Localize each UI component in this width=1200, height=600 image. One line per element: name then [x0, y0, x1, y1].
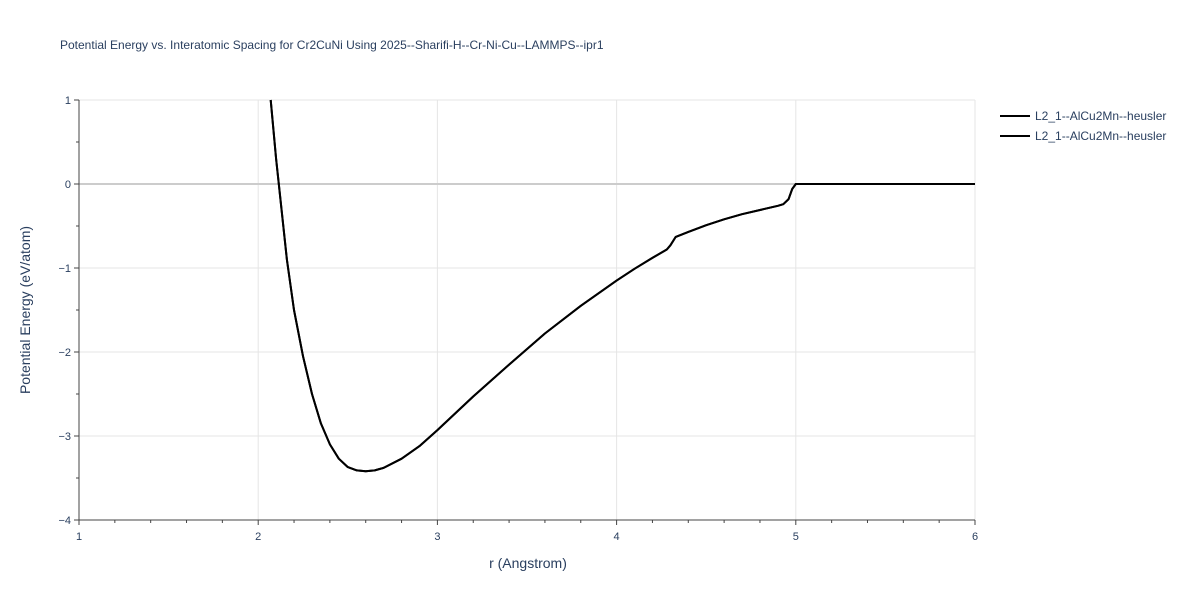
grid-layer: [79, 99, 976, 520]
legend: L2_1--AlCu2Mn--heusler L2_1--AlCu2Mn--he…: [1000, 106, 1166, 146]
legend-line-swatch: [1000, 115, 1030, 117]
legend-label: L2_1--AlCu2Mn--heusler: [1035, 109, 1167, 123]
y-tick-label: −2: [58, 347, 71, 359]
legend-label: L2_1--AlCu2Mn--heusler: [1035, 129, 1167, 143]
y-tick-label: −4: [58, 515, 71, 527]
series-line: [269, 99, 975, 473]
series-line: [269, 99, 975, 473]
y-tick-label: −3: [58, 431, 71, 443]
chart-title: Potential Energy vs. Interatomic Spacing…: [60, 38, 604, 52]
x-tick-label: 5: [793, 531, 799, 543]
legend-item[interactable]: L2_1--AlCu2Mn--heusler: [1000, 126, 1166, 146]
x-tick-label: 3: [434, 531, 440, 543]
y-tick-label: 1: [65, 95, 71, 107]
axis-layer: [74, 99, 976, 525]
y-tick-label: −1: [58, 263, 71, 275]
legend-item[interactable]: L2_1--AlCu2Mn--heusler: [1000, 106, 1166, 126]
series-layer: [269, 99, 975, 473]
x-axis-title: r (Angstrom): [489, 555, 567, 571]
y-axis-title: Potential Energy (eV/atom): [17, 226, 33, 394]
x-tick-label: 4: [614, 531, 620, 543]
tick-label-layer: 1 2 3 4 5 6 1 0 −1 −2 −3 −4: [58, 95, 978, 543]
legend-line-swatch: [1000, 135, 1030, 137]
y-tick-label: 0: [65, 179, 71, 191]
x-tick-label: 1: [76, 531, 82, 543]
x-tick-label: 2: [255, 531, 261, 543]
x-tick-label: 6: [972, 531, 978, 543]
